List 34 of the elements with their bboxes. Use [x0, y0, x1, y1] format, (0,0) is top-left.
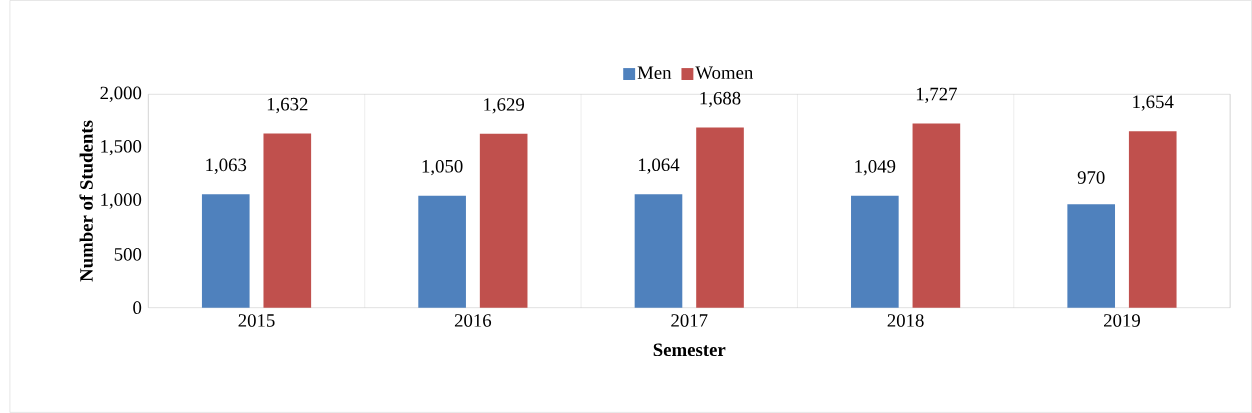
bar [1067, 204, 1116, 308]
y-tick-label: 1,000 [101, 193, 142, 209]
data-label: 1,064 [638, 158, 680, 174]
bar [696, 127, 744, 308]
data-label: 1,727 [916, 87, 957, 104]
x-tick-label: 2018 [887, 314, 924, 327]
data-label: 1,049 [855, 160, 896, 176]
data-label: 1,632 [267, 97, 308, 114]
x-tick-label: 2019 [1104, 314, 1140, 327]
data-label: 1,688 [700, 91, 741, 108]
bar [1128, 131, 1177, 308]
data-label: 1,063 [206, 158, 247, 174]
x-axis-title: Semester [653, 343, 726, 357]
y-tick-label: 1,500 [101, 140, 142, 156]
x-tick-label: 2015 [238, 314, 275, 327]
bar [201, 194, 250, 308]
bar [634, 194, 683, 308]
bar [479, 133, 528, 308]
x-tick-label: 2017 [671, 314, 708, 327]
y-tick-label: 2,000 [100, 86, 142, 103]
y-axis-title: Number of Students [79, 120, 93, 282]
data-label: 970 [1077, 171, 1105, 184]
bar [912, 123, 961, 308]
data-label: 1,050 [422, 159, 463, 176]
bar [263, 133, 312, 308]
legend-label: Men [637, 66, 672, 80]
data-label: 1,629 [484, 98, 525, 114]
y-tick-label: 0 [133, 301, 142, 315]
data-label: 1,654 [1133, 95, 1174, 111]
x-tick-label: 2016 [454, 314, 492, 327]
legend-label: Women [695, 66, 754, 80]
y-tick-label: 500 [114, 248, 142, 261]
bar [418, 195, 466, 308]
bar [851, 195, 899, 308]
